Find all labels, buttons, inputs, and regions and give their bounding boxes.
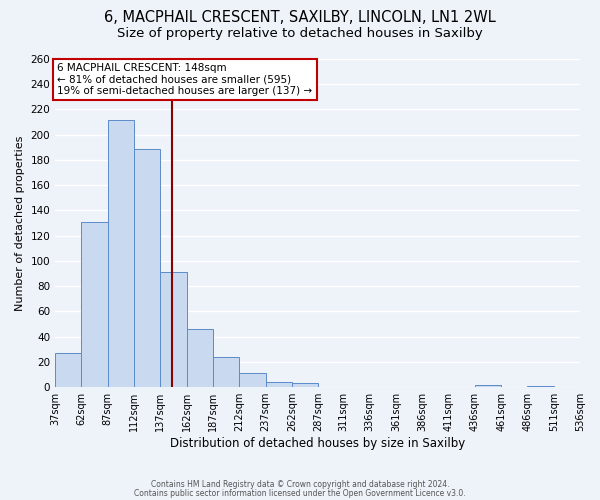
Text: 6, MACPHAIL CRESCENT, SAXILBY, LINCOLN, LN1 2WL: 6, MACPHAIL CRESCENT, SAXILBY, LINCOLN, … [104, 10, 496, 25]
Bar [527, 386, 554, 387]
Bar [292, 384, 318, 387]
Bar [239, 374, 266, 387]
Text: 6 MACPHAIL CRESCENT: 148sqm
← 81% of detached houses are smaller (595)
19% of se: 6 MACPHAIL CRESCENT: 148sqm ← 81% of det… [57, 63, 313, 96]
Bar [213, 357, 239, 387]
Y-axis label: Number of detached properties: Number of detached properties [15, 136, 25, 311]
Bar [82, 222, 108, 387]
Bar [108, 120, 134, 387]
Bar [160, 272, 187, 387]
Bar [134, 148, 160, 387]
Bar [266, 382, 292, 387]
X-axis label: Distribution of detached houses by size in Saxilby: Distribution of detached houses by size … [170, 437, 465, 450]
Bar [475, 384, 501, 387]
Bar [55, 353, 82, 387]
Text: Size of property relative to detached houses in Saxilby: Size of property relative to detached ho… [117, 28, 483, 40]
Text: Contains public sector information licensed under the Open Government Licence v3: Contains public sector information licen… [134, 488, 466, 498]
Bar [187, 329, 213, 387]
Text: Contains HM Land Registry data © Crown copyright and database right 2024.: Contains HM Land Registry data © Crown c… [151, 480, 449, 489]
